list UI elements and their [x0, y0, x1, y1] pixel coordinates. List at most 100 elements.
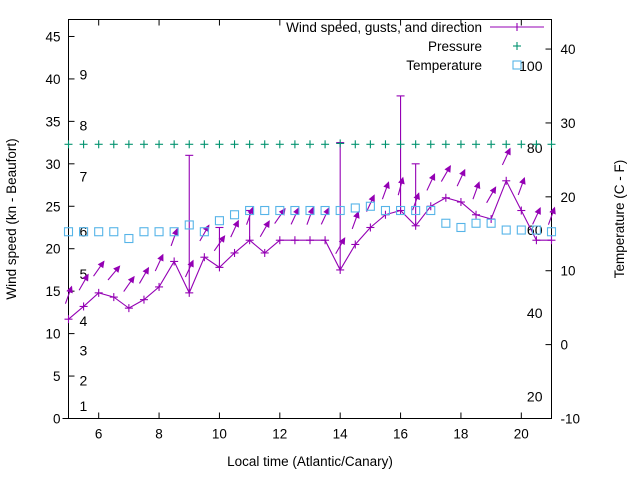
temperature-marker	[63, 227, 74, 237]
temperature-marker	[396, 205, 406, 216]
temperature-marker	[335, 205, 345, 216]
wind-direction-arrow	[123, 275, 135, 292]
y-tick-label: 10	[45, 327, 60, 342]
y-tick-label: 30	[45, 157, 60, 172]
temperature-marker	[169, 227, 179, 237]
wind-direction-arrow	[366, 194, 375, 212]
temperature-marker	[79, 227, 89, 237]
temperature-marker	[471, 218, 481, 228]
beaufort-label: 1	[80, 398, 88, 414]
y-tick-label: 25	[45, 199, 60, 214]
y-axis-title: Wind speed (kn - Beaufort)	[4, 138, 19, 299]
legend-marker	[512, 60, 522, 70]
fahrenheit-label: 40	[527, 305, 543, 321]
temperature-marker	[516, 225, 526, 235]
temperature-marker	[531, 225, 541, 235]
wind-direction-arrow	[259, 220, 270, 238]
y-tick-label: 0	[53, 412, 61, 427]
temperature-marker	[501, 225, 511, 235]
wind-direction-arrow	[78, 273, 89, 291]
wind-direction-arrow	[290, 207, 300, 225]
beaufort-label: 9	[80, 67, 88, 83]
wind-direction-arrow	[517, 176, 526, 196]
x-tick-label: 12	[272, 427, 287, 442]
beaufort-label: 4	[80, 313, 88, 329]
y2-axis-title: Temperature (C - F)	[612, 160, 627, 279]
temperature-marker	[380, 205, 391, 216]
wind-direction-arrow	[138, 266, 150, 284]
y2-tick-label: 20	[561, 190, 576, 205]
wind-direction-arrow	[184, 259, 194, 278]
temperature-marker	[260, 205, 270, 216]
x-tick-label: 14	[333, 427, 349, 442]
legend-label: Wind speed, gusts, and direction	[286, 20, 482, 35]
beaufort-label: 2	[80, 372, 88, 388]
legend-label: Pressure	[428, 39, 482, 54]
temperature-marker	[320, 205, 330, 216]
wind-direction-arrow	[472, 181, 481, 200]
temperature-marker	[154, 227, 164, 237]
temperature-marker	[411, 205, 421, 216]
temperature-marker	[245, 205, 255, 216]
x-axis-title: Local time (Atlantic/Canary)	[227, 454, 393, 469]
wind-direction-arrow	[532, 207, 541, 225]
wind-direction-arrow	[306, 206, 315, 225]
temperature-marker	[214, 216, 224, 226]
temperature-marker	[290, 205, 300, 216]
y-tick-label: 45	[45, 29, 60, 44]
plot-frame	[68, 19, 552, 419]
temperature-marker	[275, 205, 285, 216]
wind-direction-arrow	[501, 147, 511, 166]
y2-tick-label: 30	[561, 116, 576, 131]
temperature-marker	[199, 227, 209, 237]
y-tick-label: 40	[45, 72, 60, 87]
temperature-marker	[139, 227, 149, 237]
temperature-marker	[350, 203, 360, 213]
wind-direction-arrow	[320, 207, 330, 225]
wind-direction-arrow	[213, 235, 226, 252]
wind-direction-arrow	[440, 164, 451, 182]
beaufort-label: 3	[80, 343, 88, 359]
beaufort-label: 7	[80, 169, 88, 185]
wind-direction-arrow	[412, 192, 420, 211]
y-tick-label: 15	[45, 284, 60, 299]
fahrenheit-label: 80	[527, 140, 543, 156]
y2-tick-label: 10	[561, 264, 576, 279]
temperature-marker	[441, 218, 451, 228]
x-tick-label: 18	[453, 427, 468, 442]
wind-direction-arrow	[335, 237, 346, 255]
temperature-marker	[546, 227, 557, 237]
y2-tick-label: -10	[561, 412, 581, 427]
wind-direction-arrow	[170, 227, 179, 247]
wind-direction-arrow	[381, 181, 390, 200]
beaufort-label: 6	[80, 224, 88, 240]
wind-direction-arrow	[93, 260, 105, 277]
wind-direction-arrow	[107, 265, 121, 281]
fahrenheit-label: 20	[527, 388, 543, 404]
x-tick-label: 8	[155, 427, 163, 442]
beaufort-label: 8	[80, 118, 88, 134]
temperature-marker	[124, 233, 134, 244]
y2-tick-label: 0	[561, 338, 569, 353]
y-tick-label: 35	[45, 114, 60, 129]
wind-direction-arrow	[64, 285, 73, 304]
temperature-marker	[486, 218, 496, 228]
x-tick-label: 6	[95, 427, 103, 442]
fahrenheit-label: 100	[519, 58, 543, 74]
wind-direction-arrow	[486, 186, 497, 204]
wind-direction-arrow	[351, 210, 360, 230]
wind-direction-arrow	[456, 168, 466, 187]
wind-direction-arrow	[426, 173, 436, 191]
legend-label: Temperature	[406, 58, 482, 73]
x-tick-label: 20	[514, 427, 529, 442]
x-tick-label: 10	[212, 427, 227, 442]
temperature-marker	[229, 210, 240, 220]
wind-direction-arrow	[154, 253, 164, 272]
temperature-marker	[365, 201, 375, 211]
x-tick-label: 16	[393, 427, 408, 442]
temperature-marker	[305, 205, 315, 216]
wind-direction-arrow	[397, 176, 405, 196]
temperature-marker	[426, 205, 436, 216]
temperature-marker	[94, 227, 104, 237]
